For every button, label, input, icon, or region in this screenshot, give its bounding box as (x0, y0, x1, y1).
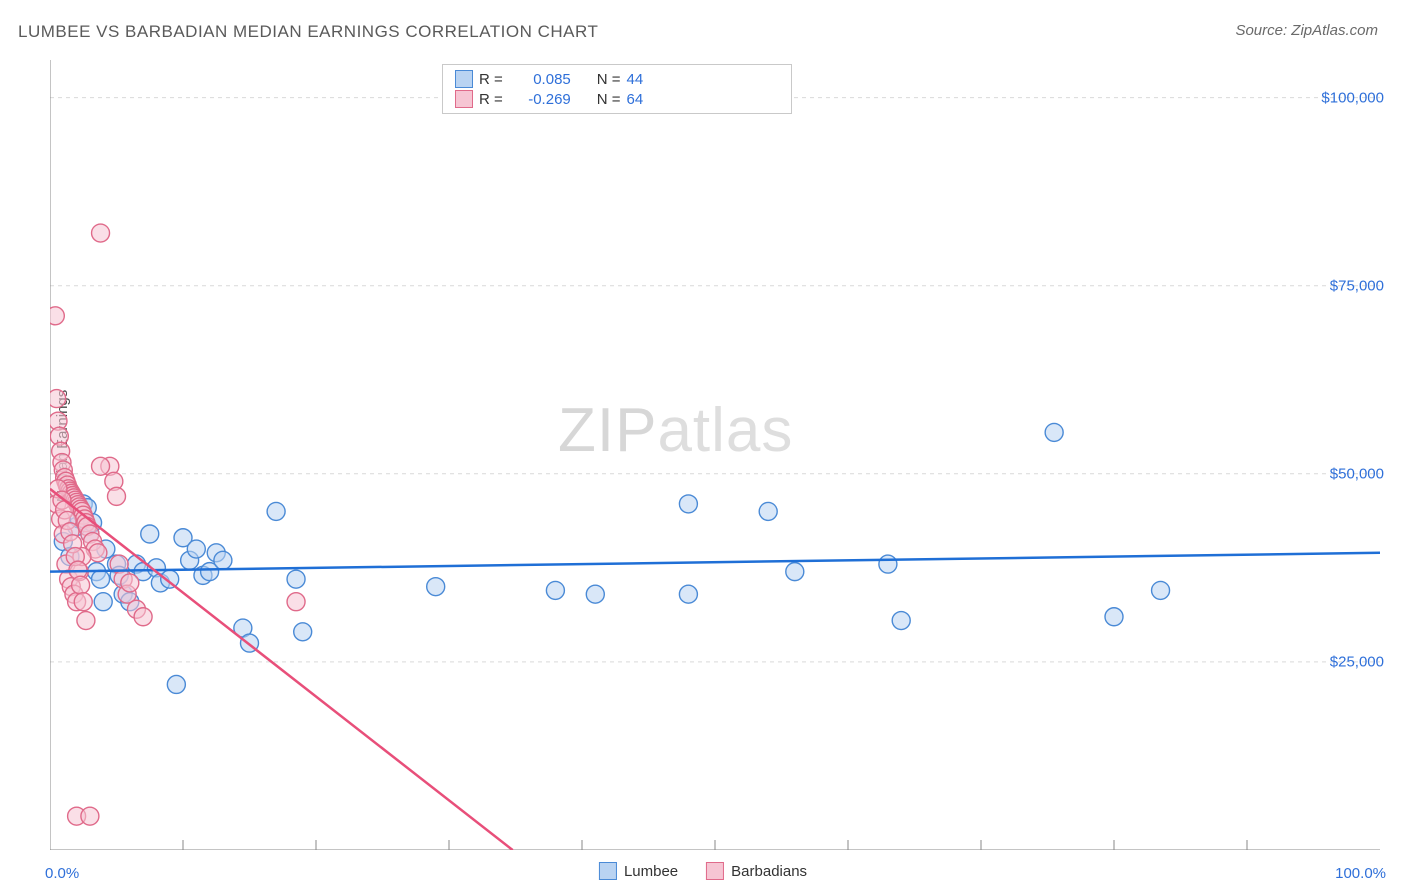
data-point-blue (187, 540, 205, 558)
data-point-blue (92, 570, 110, 588)
legend-row-pink: R = -0.269 N = 64 (443, 89, 791, 109)
data-point-pink (72, 576, 90, 594)
chart-title: LUMBEE VS BARBADIAN MEDIAN EARNINGS CORR… (18, 22, 598, 42)
correlation-legend: R = 0.085 N = 44 R = -0.269 N = 64 (442, 64, 792, 114)
scatter-plot (50, 60, 1380, 850)
data-point-blue (141, 525, 159, 543)
series-legend-item: Lumbee (599, 862, 678, 880)
x-axis-min-label: 0.0% (45, 865, 79, 882)
data-point-blue (892, 612, 910, 630)
data-point-blue (679, 585, 697, 603)
y-tick-label: $25,000 (1330, 653, 1384, 670)
trend-line-pink (50, 489, 513, 850)
series-legend-label: Lumbee (624, 863, 678, 880)
data-point-pink (89, 544, 107, 562)
data-point-blue (287, 570, 305, 588)
data-point-blue (1045, 423, 1063, 441)
data-point-blue (214, 551, 232, 569)
data-point-blue (1152, 581, 1170, 599)
data-point-blue (94, 593, 112, 611)
legend-swatch (599, 862, 617, 880)
data-point-blue (427, 578, 445, 596)
data-point-pink (134, 608, 152, 626)
legend-n-label: N = (597, 71, 621, 88)
data-point-pink (77, 612, 95, 630)
data-point-blue (586, 585, 604, 603)
legend-r-label: R = (479, 91, 503, 108)
data-point-pink (287, 593, 305, 611)
data-point-pink (74, 593, 92, 611)
legend-swatch (455, 90, 473, 108)
source-attribution: Source: ZipAtlas.com (1235, 22, 1378, 39)
data-point-blue (786, 563, 804, 581)
legend-n-label: N = (597, 91, 621, 108)
data-point-blue (294, 623, 312, 641)
data-point-pink (50, 307, 64, 325)
legend-r-value: 0.085 (509, 71, 571, 88)
y-tick-label: $75,000 (1330, 277, 1384, 294)
data-point-blue (267, 502, 285, 520)
legend-r-label: R = (479, 71, 503, 88)
legend-n-value: 44 (627, 71, 644, 88)
series-legend-label: Barbadians (731, 863, 807, 880)
data-point-blue (759, 502, 777, 520)
data-point-blue (679, 495, 697, 513)
data-point-blue (546, 581, 564, 599)
data-point-pink (50, 390, 66, 408)
series-legend: Lumbee Barbadians (599, 862, 807, 880)
data-point-blue (879, 555, 897, 573)
chart-container: LUMBEE VS BARBADIAN MEDIAN EARNINGS CORR… (0, 0, 1406, 892)
x-axis-max-label: 100.0% (1335, 865, 1386, 882)
series-legend-item: Barbadians (706, 862, 807, 880)
data-point-pink (121, 574, 139, 592)
data-point-pink (81, 807, 99, 825)
legend-r-value: -0.269 (509, 91, 571, 108)
legend-n-value: 64 (627, 91, 644, 108)
legend-swatch (455, 70, 473, 88)
y-tick-label: $100,000 (1321, 89, 1384, 106)
data-point-pink (108, 487, 126, 505)
data-point-blue (161, 570, 179, 588)
data-point-blue (1105, 608, 1123, 626)
legend-swatch (706, 862, 724, 880)
data-point-pink (92, 224, 110, 242)
data-point-pink (92, 457, 110, 475)
legend-row-blue: R = 0.085 N = 44 (443, 69, 791, 89)
y-tick-label: $50,000 (1330, 465, 1384, 482)
trend-line-blue (50, 553, 1380, 572)
data-point-blue (167, 675, 185, 693)
